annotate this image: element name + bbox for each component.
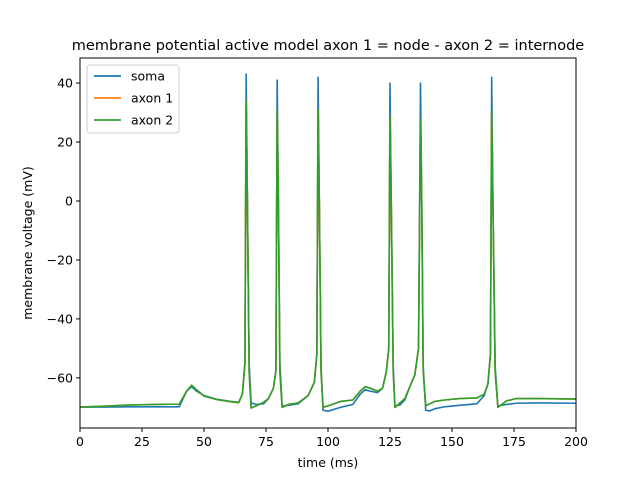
x-axis-label: time (ms) (298, 455, 359, 470)
legend: soma axon 1 axon 2 (86, 64, 180, 134)
x-tick-label: 175 (502, 434, 526, 449)
y-axis-label: membrane voltage (mV) (20, 166, 35, 320)
x-tick-label: 50 (196, 434, 212, 449)
x-tick-label: 125 (378, 434, 402, 449)
y-tick-label: −40 (47, 311, 73, 326)
x-tick-label: 75 (258, 434, 274, 449)
legend-label: axon 1 (131, 91, 173, 106)
legend-label: axon 2 (131, 113, 173, 128)
plot-area (79, 57, 577, 429)
series-layer (80, 73, 576, 413)
y-tick-label: −20 (47, 252, 73, 267)
series-line-axon-2 (80, 99, 576, 409)
y-tick-label: 40 (57, 76, 73, 91)
y-tick-label: −60 (47, 370, 73, 385)
x-tick-label: 25 (134, 434, 150, 449)
y-axis: −60 −40 −20 0 20 40 (47, 76, 80, 385)
chart-title: membrane potential active model axon 1 =… (72, 38, 584, 54)
y-tick-label: 0 (65, 193, 73, 208)
legend-box (86, 64, 180, 134)
y-tick-label: 20 (57, 135, 73, 150)
x-tick-label: 200 (564, 434, 588, 449)
x-tick-label: 100 (316, 434, 340, 449)
x-tick-label: 150 (440, 434, 464, 449)
legend-label: soma (131, 69, 165, 84)
x-tick-label: 0 (76, 434, 84, 449)
x-axis: 0 25 50 75 100 125 150 175 200 (76, 428, 588, 449)
